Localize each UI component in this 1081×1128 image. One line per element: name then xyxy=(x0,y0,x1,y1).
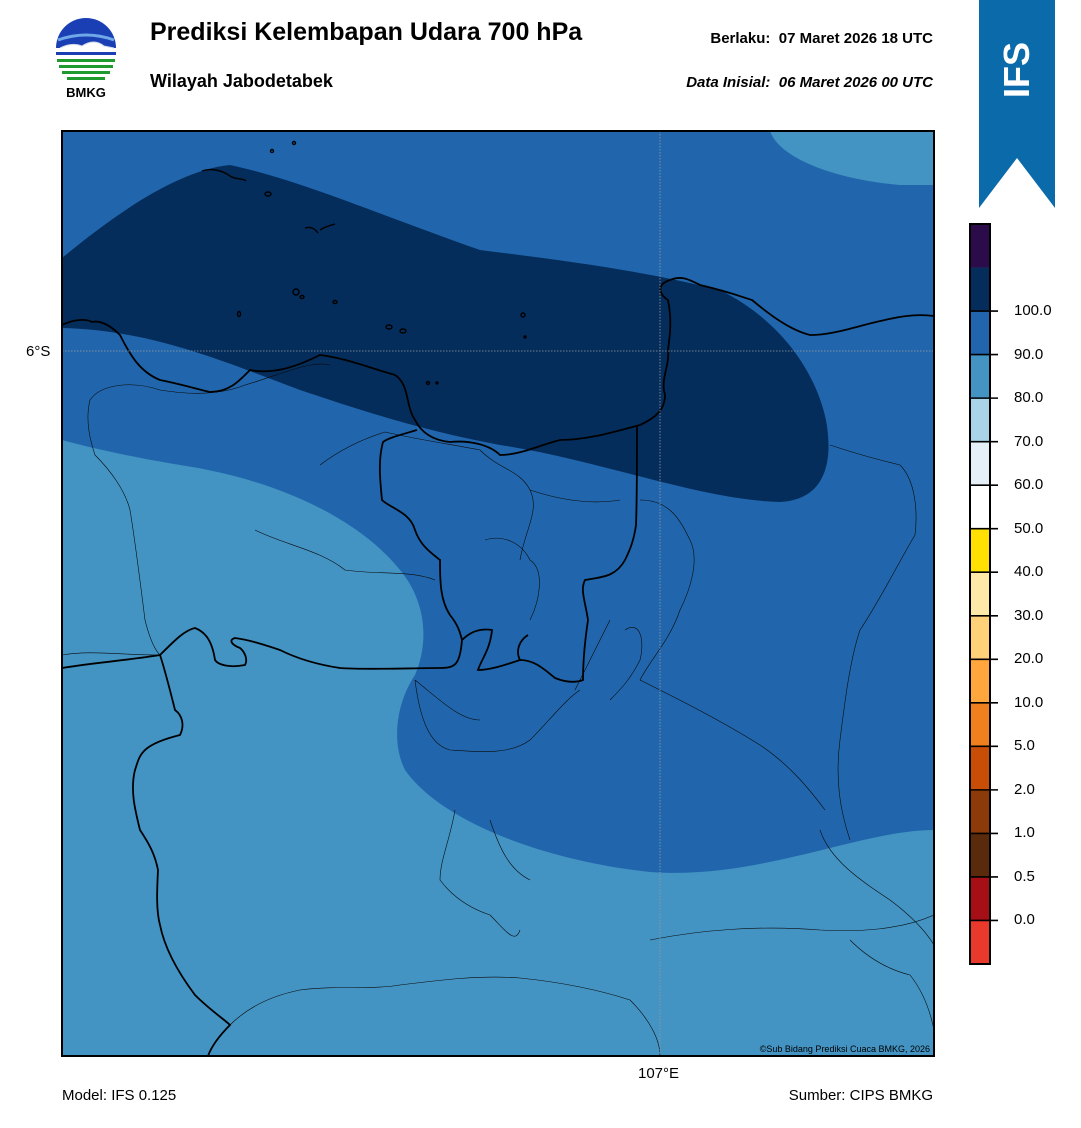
colorbar xyxy=(969,223,998,965)
colorbar-label: 30.0 xyxy=(1014,606,1044,624)
valid-time: Berlaku: 07 Maret 2026 18 UTC xyxy=(710,30,933,47)
colorbar-label: 2.0 xyxy=(1014,780,1035,798)
model-badge-text: IFS xyxy=(995,41,1037,99)
init-label: Data Inisial: xyxy=(686,74,771,91)
colorbar-label: 0.0 xyxy=(1014,911,1035,929)
page-title: Prediksi Kelembapan Udara 700 hPa xyxy=(150,18,583,46)
init-value: 06 Maret 2026 00 UTC xyxy=(778,74,933,91)
colorbar-swatch xyxy=(970,920,990,964)
colorbar-label: 10.0 xyxy=(1014,693,1044,711)
humidity-70-80-patch xyxy=(770,131,934,185)
colorbar-label: 100.0 xyxy=(1014,302,1052,320)
colorbar-swatch xyxy=(970,702,990,747)
islands xyxy=(201,140,527,386)
colorbar-label: 60.0 xyxy=(1014,476,1044,494)
colorbar-swatch xyxy=(970,485,990,529)
colorbar-swatch xyxy=(970,572,990,616)
colorbar-swatch xyxy=(970,224,990,268)
map-credit: ©Sub Bidang Prediksi Cuaca BMKG, 2026 xyxy=(760,1044,930,1054)
colorbar-swatch xyxy=(970,311,990,355)
source-info: Sumber: CIPS BMKG xyxy=(788,1087,933,1104)
colorbar-swatch xyxy=(970,659,990,703)
colorbar-swatch xyxy=(970,789,990,834)
region-subtitle: Wilayah Jabodetabek xyxy=(150,71,333,91)
colorbar-label: 80.0 xyxy=(1014,389,1044,407)
bmkg-logo-icon xyxy=(56,18,116,84)
colorbar-swatch xyxy=(970,441,990,486)
lat-label: 6°S xyxy=(26,343,51,360)
logo-text: BMKG xyxy=(66,85,106,100)
colorbar-label: 70.0 xyxy=(1014,432,1044,450)
init-time: Data Inisial: 06 Maret 2026 00 UTC xyxy=(686,74,933,91)
colorbar-label: 90.0 xyxy=(1014,345,1044,363)
colorbar-swatch xyxy=(970,354,990,399)
district-borders xyxy=(62,363,934,1056)
colorbar-label: 50.0 xyxy=(1014,519,1044,537)
model-badge: IFS xyxy=(979,30,1055,110)
colorbar-swatch xyxy=(970,528,990,573)
colorbar-label: 1.0 xyxy=(1014,824,1035,842)
humidity-90-100-region xyxy=(62,165,829,502)
valid-value: 07 Maret 2026 18 UTC xyxy=(778,30,933,47)
valid-label: Berlaku: xyxy=(710,30,771,47)
colorbar-label: 40.0 xyxy=(1014,563,1044,581)
model-ribbon-icon xyxy=(979,0,1055,208)
colorbar-label: 20.0 xyxy=(1014,650,1044,668)
colorbar-swatch xyxy=(970,267,990,312)
lon-label: 107°E xyxy=(638,1065,680,1082)
colorbar-swatch xyxy=(970,833,990,877)
colorbar-swatch xyxy=(970,746,990,790)
colorbar-swatch xyxy=(970,876,990,921)
province-borders xyxy=(62,277,934,1056)
colorbar-label: 5.0 xyxy=(1014,737,1035,755)
model-info: Model: IFS 0.125 xyxy=(62,1087,177,1104)
map-frame xyxy=(61,130,935,1057)
colorbar-label: 0.5 xyxy=(1014,867,1035,885)
colorbar-swatch xyxy=(970,615,990,660)
colorbar-swatch xyxy=(970,398,990,442)
